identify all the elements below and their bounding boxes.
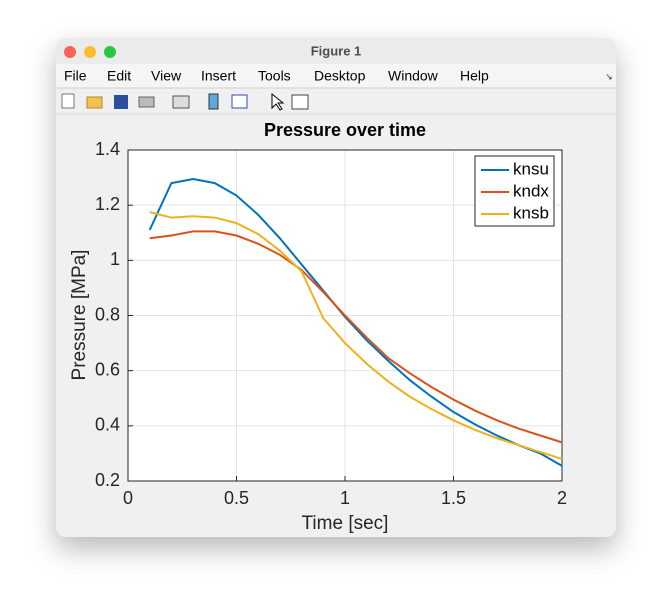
menu-item[interactable]: Edit <box>107 68 131 84</box>
menu-item[interactable]: View <box>151 68 182 84</box>
x-tick-label: 0 <box>123 488 133 508</box>
menu-arrow[interactable]: ↘ <box>605 71 613 81</box>
new-icon[interactable] <box>61 93 75 109</box>
legend-icon[interactable] <box>231 94 248 109</box>
window-title: Figure 1 <box>311 43 362 58</box>
property-icon[interactable] <box>291 94 309 110</box>
colorbar-icon[interactable] <box>208 93 219 110</box>
y-tick-label: 1.2 <box>95 194 120 214</box>
y-tick-label: 1.4 <box>95 139 120 159</box>
y-tick-label: 0.2 <box>95 470 120 490</box>
link-icon[interactable] <box>172 95 190 109</box>
open-icon[interactable] <box>86 96 103 109</box>
y-tick-label: 0.6 <box>95 359 120 379</box>
legend-label: kndx <box>513 181 549 200</box>
title-bar <box>56 38 616 64</box>
legend-label: knsb <box>513 203 549 222</box>
menu-item[interactable]: Tools <box>258 68 291 84</box>
series-line <box>149 211 563 460</box>
close-button[interactable] <box>64 46 76 58</box>
series-line <box>148 177 563 467</box>
y-tick-label: 1 <box>110 249 120 269</box>
menu-item[interactable]: Window <box>388 68 439 84</box>
x-tick-label: 0.5 <box>224 488 249 508</box>
menu-item[interactable]: Insert <box>201 68 236 84</box>
x-tick-label: 1 <box>340 488 350 508</box>
x-tick-label: 2 <box>557 488 567 508</box>
chart: Pressure over time Time [sec] Pressure [… <box>69 120 567 534</box>
save-icon[interactable] <box>114 95 128 109</box>
y-tick-label: 0.8 <box>95 304 120 324</box>
y-tick-label: 0.4 <box>95 415 120 435</box>
series-line <box>149 230 563 444</box>
axes-box <box>127 149 563 482</box>
zoom-button[interactable] <box>104 46 116 58</box>
menu-item[interactable]: Help <box>460 68 489 84</box>
menu-item[interactable]: Desktop <box>314 68 366 84</box>
minimize-button[interactable] <box>84 46 96 58</box>
x-tick-label: 1.5 <box>441 488 466 508</box>
menu-bar <box>56 64 616 88</box>
print-icon[interactable] <box>138 96 155 108</box>
menu-item[interactable]: File <box>64 68 87 84</box>
y-axis-label: Pressure [MPa] <box>69 250 90 381</box>
menu: File Edit View Insert Tools Desktop Window Help <box>64 68 489 84</box>
pointer-icon[interactable] <box>271 92 285 111</box>
toolbar <box>61 92 309 111</box>
chart-title: Pressure over time <box>264 120 426 140</box>
legend-label: knsu <box>513 159 549 178</box>
x-axis-label: Time [sec] <box>302 513 389 534</box>
